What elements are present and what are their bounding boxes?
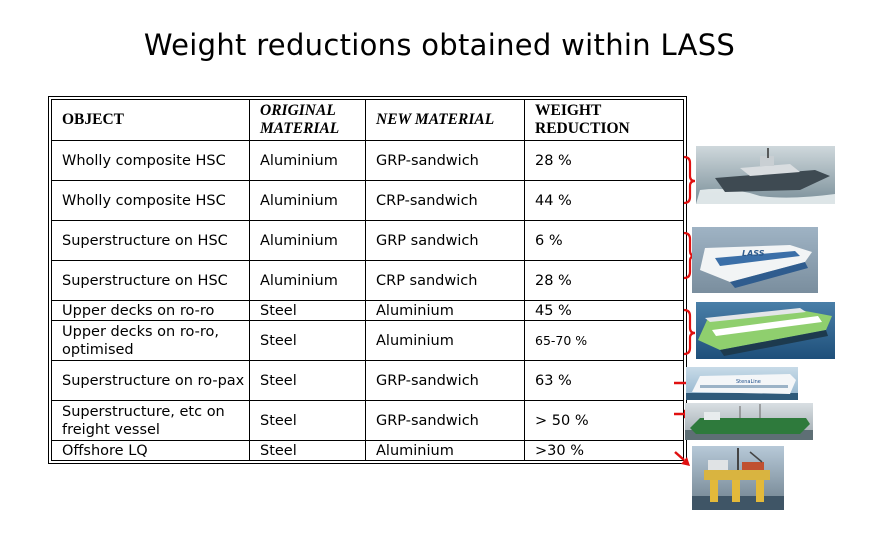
- cell-original: Steel: [249, 300, 366, 321]
- cell-original: Aluminium: [249, 140, 366, 181]
- header-object: OBJECT: [51, 99, 250, 141]
- cell-object: Superstructure on ro-pax: [51, 360, 250, 401]
- header-original-material: ORIGINAL MATERIAL: [249, 99, 366, 141]
- lass-logo-text: LASS: [742, 249, 765, 258]
- table-header-row: OBJECT ORIGINAL MATERIAL NEW MATERIAL WE…: [51, 99, 684, 141]
- table-row: Wholly composite HSC Aluminium GRP-sandw…: [51, 140, 684, 181]
- cell-object: Superstructure on HSC: [51, 260, 250, 301]
- header-new-material: NEW MATERIAL: [365, 99, 525, 141]
- cell-reduction: 44 %: [524, 180, 684, 221]
- cell-new: Aluminium: [365, 440, 525, 461]
- cell-reduction: 45 %: [524, 300, 684, 321]
- table-row: Superstructure on HSC Aluminium CRP sand…: [51, 260, 684, 301]
- cell-original: Aluminium: [249, 180, 366, 221]
- cell-original: Steel: [249, 440, 366, 461]
- cell-original: Aluminium: [249, 260, 366, 301]
- cell-new: Aluminium: [365, 300, 525, 321]
- table-row: Superstructure on HSC Aluminium GRP sand…: [51, 220, 684, 261]
- weight-reduction-table: OBJECT ORIGINAL MATERIAL NEW MATERIAL WE…: [51, 99, 684, 461]
- page-title: Weight reductions obtained within LASS: [143, 28, 736, 62]
- cell-reduction: 65-70 %: [524, 320, 684, 361]
- ro-ro-ferry-photo: [696, 302, 835, 359]
- cell-reduction: >30 %: [524, 440, 684, 461]
- cell-new: GRP-sandwich: [365, 400, 525, 441]
- cell-original: Steel: [249, 320, 366, 361]
- freight-vessel-photo: [685, 403, 813, 440]
- cell-new: GRP-sandwich: [365, 360, 525, 401]
- cell-new: GRP sandwich: [365, 220, 525, 261]
- table-row: Offshore LQ Steel Aluminium >30 %: [51, 440, 684, 461]
- table-frame: OBJECT ORIGINAL MATERIAL NEW MATERIAL WE…: [48, 96, 687, 464]
- lass-catamaran-photo: LASS: [692, 227, 818, 293]
- table-row: Superstructure on ro-pax Steel GRP-sandw…: [51, 360, 684, 401]
- offshore-platform-photo: [692, 446, 784, 510]
- ro-pax-ferry-photo: StenaLine: [686, 367, 798, 400]
- cell-object: Superstructure, etc on freight vessel: [51, 400, 250, 441]
- cell-object: Upper decks on ro-ro: [51, 300, 250, 321]
- cell-reduction: > 50 %: [524, 400, 684, 441]
- hsc-patrol-boat-photo: [696, 146, 835, 204]
- cell-original: Steel: [249, 360, 366, 401]
- table-row: Wholly composite HSC Aluminium CRP-sandw…: [51, 180, 684, 221]
- cell-original: Steel: [249, 400, 366, 441]
- header-weight-reduction: WEIGHT REDUCTION: [524, 99, 684, 141]
- cell-reduction: 28 %: [524, 140, 684, 181]
- cell-original: Aluminium: [249, 220, 366, 261]
- cell-object: Superstructure on HSC: [51, 220, 250, 261]
- cell-object: Wholly composite HSC: [51, 180, 250, 221]
- table-row: Upper decks on ro-ro, optimised Steel Al…: [51, 320, 684, 361]
- cell-object: Offshore LQ: [51, 440, 250, 461]
- cell-reduction: 6 %: [524, 220, 684, 261]
- cell-reduction: 28 %: [524, 260, 684, 301]
- table-row: Upper decks on ro-ro Steel Aluminium 45 …: [51, 300, 684, 321]
- cell-object: Upper decks on ro-ro, optimised: [51, 320, 250, 361]
- cell-object: Wholly composite HSC: [51, 140, 250, 181]
- cell-new: Aluminium: [365, 320, 525, 361]
- cell-new: CRP sandwich: [365, 260, 525, 301]
- cell-new: GRP-sandwich: [365, 140, 525, 181]
- table-row: Superstructure, etc on freight vessel St…: [51, 400, 684, 441]
- cell-reduction: 63 %: [524, 360, 684, 401]
- stena-logo-text: StenaLine: [736, 379, 761, 385]
- cell-new: CRP-sandwich: [365, 180, 525, 221]
